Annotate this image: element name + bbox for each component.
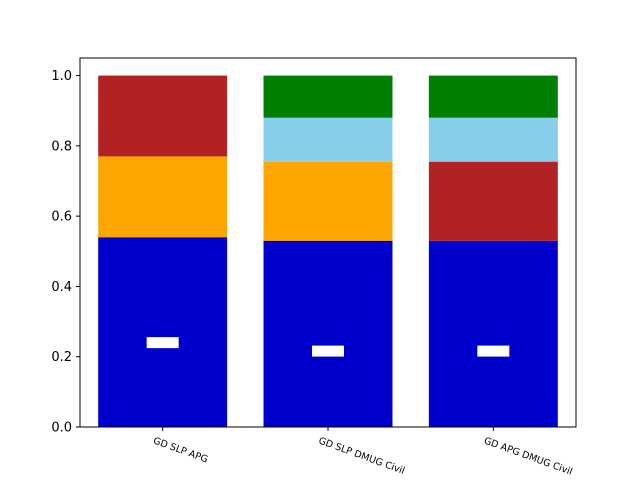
bar-marker-2 xyxy=(312,345,344,357)
bar-segment-2-4 xyxy=(263,75,393,118)
x-tick-label: GD SLP DMUG Civil xyxy=(317,435,406,476)
bar-segment-2-3 xyxy=(263,117,393,162)
y-tick-label: 0.8 xyxy=(51,139,72,154)
bar-segment-3-2 xyxy=(428,161,558,241)
bar-segment-3-3 xyxy=(428,117,558,162)
bar-segment-2-2 xyxy=(263,161,393,241)
y-tick-label: 1.0 xyxy=(51,69,72,84)
y-tick-label: 0.0 xyxy=(51,421,72,436)
x-axis: GD SLP APG GD SLP DMUG Civil GD APG DMUG C… xyxy=(152,427,574,478)
y-tick-label: 0.4 xyxy=(51,280,72,295)
x-tick-label: GD SLP APG xyxy=(152,435,210,465)
bar-segment-1-1 xyxy=(98,237,228,427)
markers-layer xyxy=(146,337,510,357)
bar-segment-3-4 xyxy=(428,75,558,118)
y-axis: 0.0 0.2 0.4 0.6 0.8 1.0 xyxy=(51,69,80,436)
bar-segment-3-1 xyxy=(428,240,558,427)
bar-segment-2-1 xyxy=(263,240,393,427)
bar-segment-1-3 xyxy=(98,75,228,157)
y-tick-label: 0.6 xyxy=(51,210,72,225)
bar-segment-1-2 xyxy=(98,156,228,238)
bar-marker-1 xyxy=(146,337,179,349)
bars-layer xyxy=(98,75,558,427)
bar-marker-3 xyxy=(477,345,510,357)
y-tick-label: 0.2 xyxy=(51,350,72,365)
x-tick-label: GD APG DMUG Civil xyxy=(482,435,573,477)
